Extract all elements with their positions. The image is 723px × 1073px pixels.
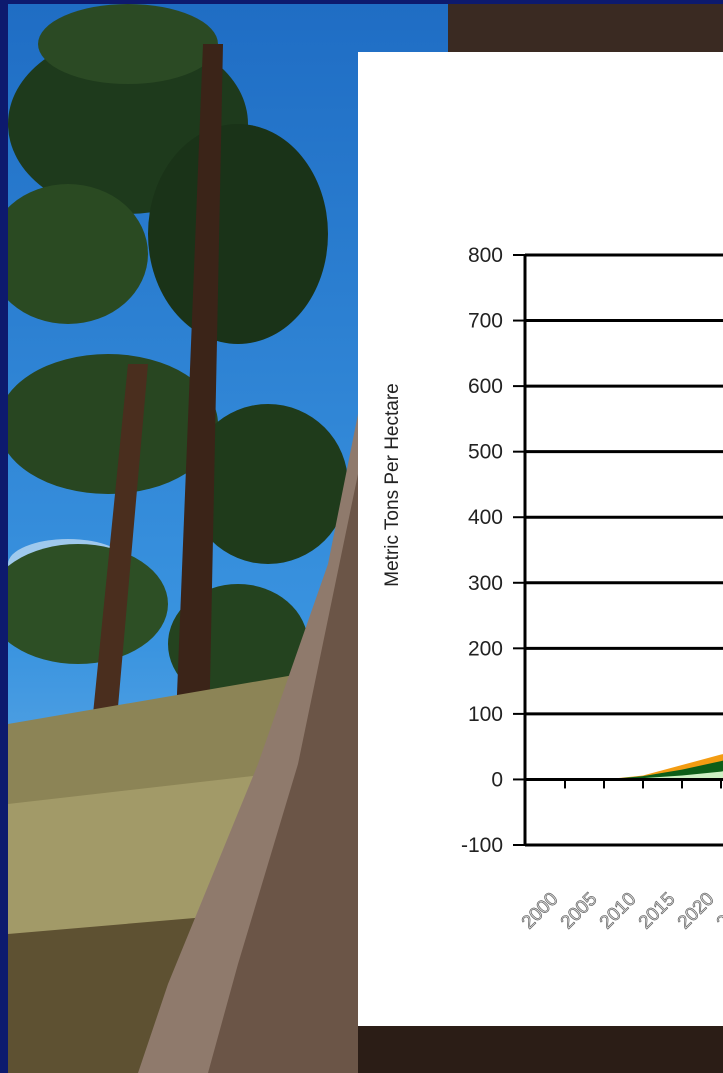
y-tick-label: 800 [468,244,503,267]
y-tick-label: 300 [468,572,503,595]
y-tick-label: 600 [468,375,503,398]
x-tick-label: 2025 [713,889,723,934]
y-tick-label: 700 [468,310,503,333]
x-tick-label: 2005 [557,889,602,934]
x-tick-label: 2020 [674,889,719,934]
y-tick-label: 500 [468,441,503,464]
y-tick-label: 100 [468,703,503,726]
y-tick-label: 400 [468,506,503,529]
chart-panel [358,52,723,1026]
x-tick-label: 2015 [635,889,680,934]
x-tick-label: 2000 [518,889,563,934]
x-tick-label: 2010 [596,889,641,934]
y-tick-label: -100 [461,834,503,857]
y-axis-title: Metric Tons Per Hectare [382,383,403,587]
area-series-2 [565,760,723,780]
y-tick-label: 200 [468,637,503,660]
area-series-1 [565,771,723,780]
y-tick-label: 0 [491,768,503,791]
